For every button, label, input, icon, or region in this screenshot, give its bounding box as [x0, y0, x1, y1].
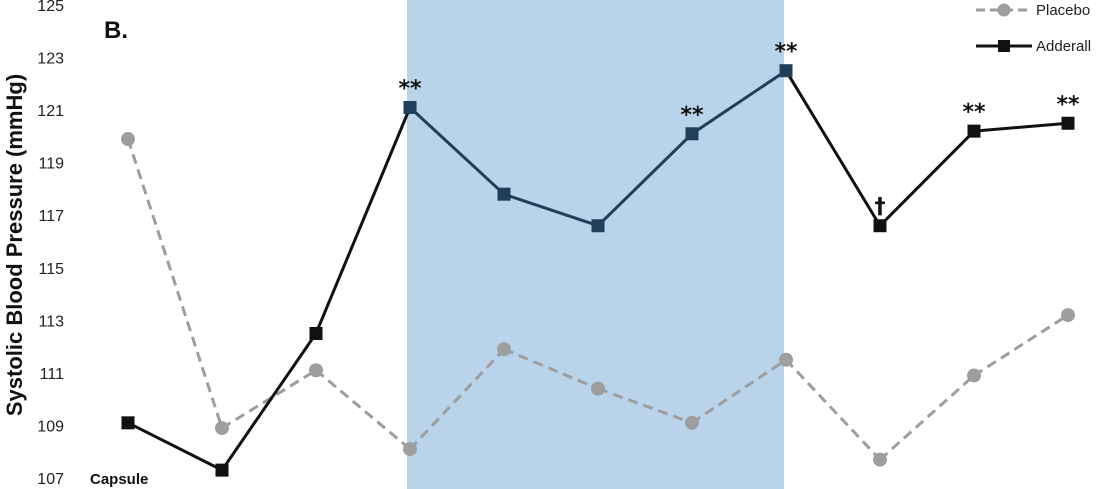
series-segment: [878, 374, 976, 461]
series-segment: [314, 106, 412, 335]
data-point: [873, 219, 887, 233]
y-tick-label: 113: [38, 313, 64, 330]
data-point: [403, 100, 417, 114]
legend-marker: [998, 40, 1010, 52]
legend-marker: [997, 3, 1011, 17]
series-segment: [784, 69, 882, 227]
data-point: [403, 442, 417, 457]
series-segment: [127, 421, 223, 472]
y-tick-label: 123: [37, 51, 64, 68]
significance-marker: **: [680, 103, 704, 128]
data-point: [497, 342, 511, 357]
y-tick-label: 121: [37, 103, 64, 120]
significance-marker: **: [962, 100, 986, 125]
significance-marker: **: [774, 40, 798, 65]
data-point: [779, 352, 793, 367]
series-segment: [315, 369, 411, 451]
data-point: [685, 127, 699, 141]
series-segment: [503, 347, 599, 391]
y-tick-label: 117: [38, 208, 64, 225]
series-segment: [691, 69, 787, 136]
data-point: [591, 381, 605, 396]
y-axis-label: Systolic Blood Pressure (mmHg): [2, 74, 27, 416]
legend: Placebo Adderall: [976, 2, 1091, 55]
panel-label: B.: [104, 17, 128, 44]
x-note-capsule: Capsule: [90, 471, 148, 488]
series-segment: [691, 358, 787, 425]
y-tick-label: 107: [37, 471, 64, 488]
series-segment: [597, 387, 693, 425]
series-segment: [408, 106, 506, 196]
data-point: [309, 326, 323, 340]
data-point: [1061, 308, 1075, 323]
y-tick-label: 115: [38, 261, 64, 278]
series-segment: [503, 192, 599, 228]
significance-marker: **: [1056, 92, 1080, 117]
legend-item: Adderall: [976, 38, 1091, 55]
legend-label: Adderall: [1036, 38, 1091, 55]
significance-marker: **: [398, 76, 422, 101]
shaded-period: [407, 0, 784, 489]
y-tick-label: 111: [40, 366, 64, 383]
data-point: [685, 415, 699, 430]
series-segment: [784, 358, 882, 461]
data-point: [967, 124, 981, 138]
data-point: [591, 219, 605, 233]
data-point: [121, 132, 135, 147]
data-point: [121, 416, 135, 430]
data-point: [215, 463, 229, 477]
legend-label: Placebo: [1036, 2, 1090, 19]
data-point: [1061, 116, 1075, 130]
y-tick-label: 119: [38, 156, 64, 173]
significance-marker: †: [875, 195, 886, 220]
series-segment: [126, 138, 224, 429]
series-placebo: [121, 132, 1075, 467]
series-segment: [973, 313, 1069, 377]
data-point: [873, 452, 887, 467]
y-tick-label: 125: [37, 0, 64, 15]
data-point: [497, 187, 511, 201]
data-point: [779, 64, 793, 78]
series-segment: [220, 332, 318, 471]
data-point: [967, 368, 981, 383]
data-point: [309, 363, 323, 378]
series-adderall: [121, 64, 1075, 477]
series-segment: [973, 121, 1069, 133]
series-segment: [408, 348, 506, 451]
series-segment: [878, 130, 976, 227]
series-segment: [596, 132, 694, 227]
legend-item: Placebo: [976, 2, 1090, 19]
data-point: [215, 421, 229, 436]
y-tick-label: 109: [37, 418, 64, 435]
